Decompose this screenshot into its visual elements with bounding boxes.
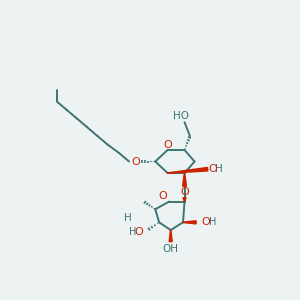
Text: H: H — [215, 164, 223, 174]
Text: O: O — [209, 164, 218, 174]
Text: O: O — [180, 187, 189, 196]
Text: O: O — [163, 140, 172, 150]
Polygon shape — [183, 221, 196, 224]
Polygon shape — [183, 173, 187, 186]
Polygon shape — [169, 230, 172, 242]
Text: O: O — [131, 157, 140, 166]
Text: HO: HO — [173, 111, 189, 121]
Text: O: O — [202, 217, 211, 227]
Text: H: H — [124, 214, 131, 224]
Text: O: O — [134, 226, 143, 237]
Polygon shape — [183, 198, 186, 202]
Polygon shape — [168, 167, 208, 173]
Text: OH: OH — [163, 244, 179, 254]
Text: O: O — [159, 191, 167, 201]
Text: H: H — [208, 217, 216, 227]
Text: H: H — [128, 226, 136, 237]
